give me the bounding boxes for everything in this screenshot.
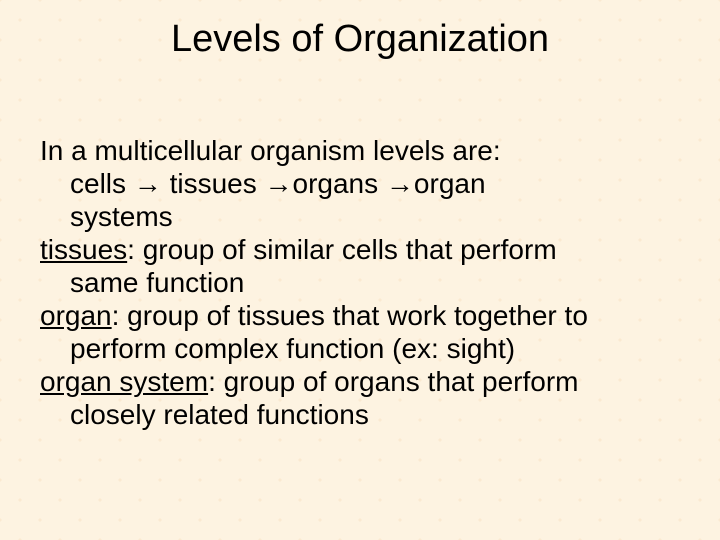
definition-organ-system: organ system: group of organs that perfo…	[40, 365, 674, 431]
definition-continuation: perform complex function (ex: sight)	[40, 332, 674, 365]
definition-text: : group of organs that perform	[208, 366, 578, 397]
definition-term: organ system	[40, 366, 208, 397]
chain-line-1: cells → tissues →organs →organ	[70, 168, 486, 199]
definition-text: : group of tissues that work together to	[112, 300, 588, 331]
slide-title: Levels of Organization	[0, 18, 720, 61]
definition-continuation: closely related functions	[40, 398, 674, 431]
definition-continuation: same function	[40, 266, 674, 299]
chain-line-2: systems	[70, 201, 173, 232]
definition-term: organ	[40, 300, 112, 331]
arrow-icon: →	[265, 168, 293, 199]
definition-organ: organ: group of tissues that work togeth…	[40, 299, 674, 365]
slide-body: In a multicellular organism levels are: …	[40, 134, 674, 431]
definition-term: tissues	[40, 234, 127, 265]
arrow-icon: →	[386, 168, 414, 199]
definition-tissues: tissues: group of similar cells that per…	[40, 233, 674, 299]
arrow-icon: →	[134, 168, 162, 199]
slide: Levels of Organization In a multicellula…	[0, 0, 720, 540]
intro-line: In a multicellular organism levels are:	[40, 134, 674, 167]
definition-text: : group of similar cells that perform	[127, 234, 557, 265]
hierarchy-chain: cells → tissues →organs →organ systems	[40, 167, 674, 233]
